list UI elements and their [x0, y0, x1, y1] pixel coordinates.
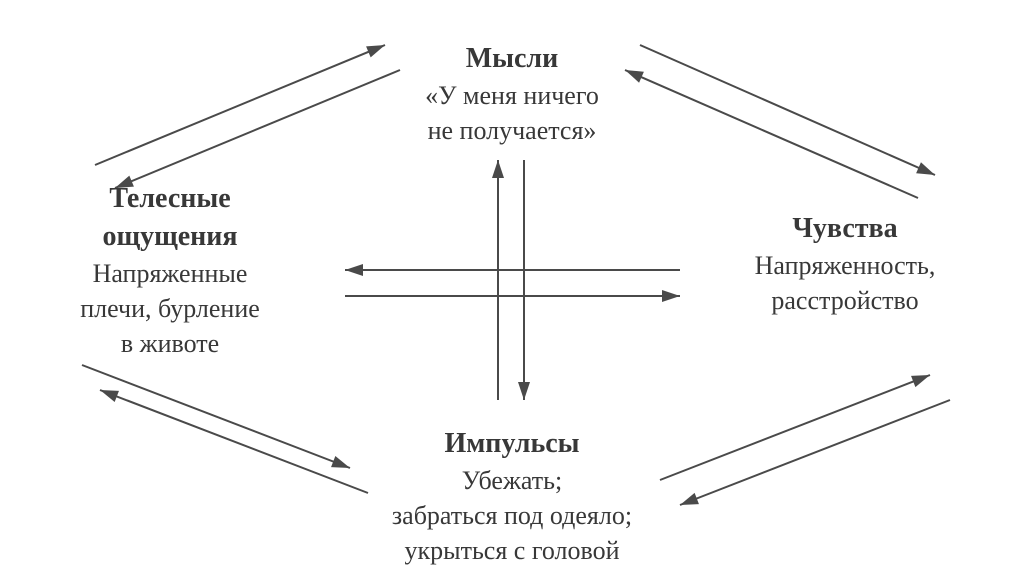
edge-top-right-a — [640, 45, 935, 175]
edge-bottom-right-a — [660, 375, 930, 480]
edge-top-left-a — [95, 45, 385, 165]
edge-vert-down — [518, 160, 530, 400]
edge-horiz-right — [345, 290, 680, 302]
node-top: Мысли «У меня ничегоне получается» — [352, 40, 672, 148]
node-top-body: «У меня ничегоне получается» — [352, 78, 672, 148]
node-bottom-body: Убежать;забраться под одеяло;укрыться с … — [332, 463, 692, 568]
node-left-body: Напряженныеплечи, бурлениев животе — [25, 256, 315, 361]
edge-bottom-right-b — [680, 400, 950, 505]
edge-bottom-left-b — [82, 365, 350, 468]
node-right-title: Чувства — [690, 210, 1000, 248]
node-right: Чувства Напряженность,расстройство — [690, 210, 1000, 318]
node-bottom-title: Импульсы — [332, 425, 692, 463]
node-left: Телесныеощущения Напряженныеплечи, бурле… — [25, 180, 315, 361]
node-left-title: Телесныеощущения — [25, 180, 315, 256]
edge-horiz-left — [345, 264, 680, 276]
diagram-canvas: Мысли «У меня ничегоне получается» Телес… — [0, 0, 1024, 576]
node-top-title: Мысли — [352, 40, 672, 78]
edge-bottom-left-a — [100, 390, 368, 493]
node-right-body: Напряженность,расстройство — [690, 248, 1000, 318]
edge-vert-up — [492, 160, 504, 400]
node-bottom: Импульсы Убежать;забраться под одеяло;ук… — [332, 425, 692, 568]
